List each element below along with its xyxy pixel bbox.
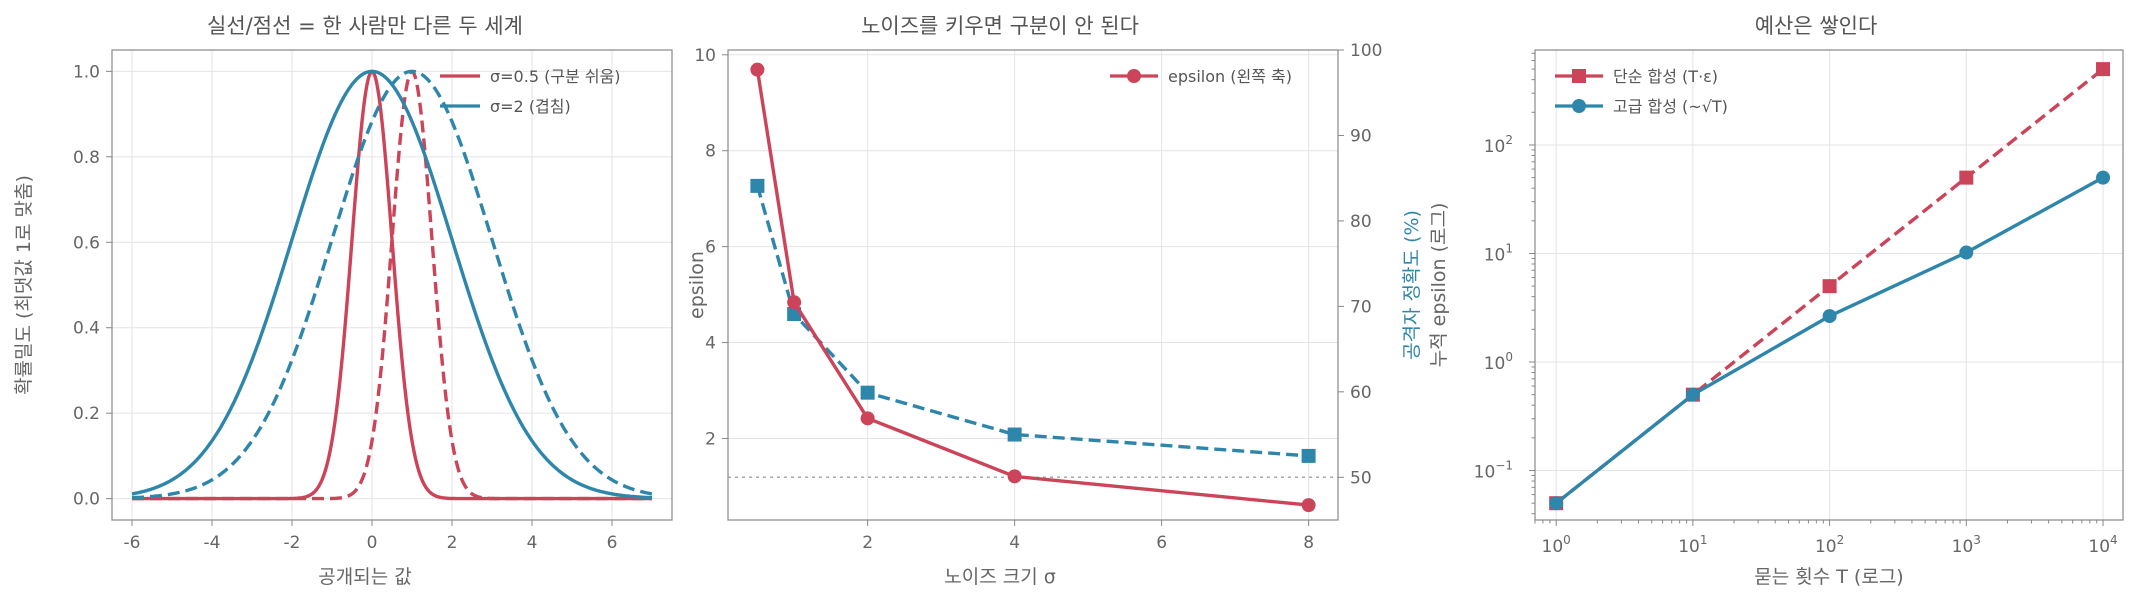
tick-label: 0.6: [73, 233, 100, 253]
plot-frame: [1534, 49, 2124, 521]
tick-label: 100: [1350, 41, 1382, 61]
chart-title: 예산은 쌓인다: [1755, 14, 1878, 38]
tick-label: -4: [204, 533, 221, 553]
series-line: [131, 69, 653, 501]
plot-frame: [111, 49, 673, 521]
panel-density: -6 -4 -2 0 2 4 6 0.0 0.2 0.4 0.6 0.8 1.0 실선/점선 = 한 사…: [13, 14, 673, 588]
chart-title: 실선/점선 = 한 사람만 다른 두 세계: [207, 14, 523, 38]
tick-label: 102: [1484, 133, 1513, 157]
data-point: [750, 62, 765, 77]
series-line: [131, 69, 653, 501]
y-axis-label: epsilon: [686, 251, 708, 319]
y-axis-label-right: 공격자 정확도 (%): [1401, 210, 1423, 360]
data-point: [750, 178, 765, 193]
data-point: [1959, 170, 1974, 185]
tick-label: 10−1: [1474, 459, 1513, 483]
tick-label: 80: [1350, 212, 1372, 232]
tick-label: 103: [1952, 533, 1981, 557]
tick-label: 8: [1303, 533, 1314, 553]
plot-frame: [727, 49, 1339, 521]
tick-label: 1.0: [73, 62, 100, 82]
tick-label: -6: [124, 533, 141, 553]
tick-label: 2: [862, 533, 873, 553]
tick-label: 0: [367, 533, 378, 553]
data-point: [1822, 279, 1837, 294]
legend-marker: [1127, 69, 1141, 83]
legend-label: 고급 합성 (~√T): [1613, 97, 1728, 116]
tick-label: 102: [1815, 533, 1844, 557]
data-point: [860, 385, 875, 400]
data-point: [1301, 498, 1316, 513]
data-point: [1007, 469, 1022, 484]
tick-label: 4: [1009, 533, 1020, 553]
data-point: [1959, 245, 1974, 260]
tick-label: 8: [705, 142, 716, 162]
data-point: [1007, 427, 1022, 442]
legend-label: σ=0.5 (구분 쉬움): [490, 67, 621, 86]
tick-label: 6: [1156, 533, 1167, 553]
legend-label: 단순 합성 (T·ε): [1613, 67, 1718, 86]
data-point: [1549, 496, 1564, 511]
tick-label: 100: [1484, 350, 1513, 374]
tick-label: 6: [607, 533, 618, 553]
tick-label: 4: [705, 334, 716, 354]
legend-label: epsilon (왼쪽 축): [1168, 67, 1292, 86]
legend-marker: [1572, 69, 1586, 83]
tick-label: 101: [1678, 533, 1707, 557]
legend-label: σ=2 (겹침): [490, 97, 571, 116]
panel-noise: 2 4 6 8 2 4 6 8 10 50 60 70 80 90 100 노이즈를 키우면 구분이 안 된…: [686, 14, 1423, 588]
tick-label: 2: [447, 533, 458, 553]
tick-label: 10: [694, 46, 716, 66]
data-point: [1301, 448, 1316, 463]
tick-label: 4: [527, 533, 538, 553]
y-axis-label: 누적 epsilon (로그): [1428, 203, 1450, 368]
x-axis-label: 노이즈 크기 σ: [944, 566, 1056, 588]
tick-label: 60: [1350, 383, 1372, 403]
tick-label: 100: [1542, 533, 1571, 557]
tick-label: 90: [1350, 126, 1372, 146]
legend: σ=0.5 (구분 쉬움) σ=2 (겹침): [440, 67, 621, 116]
series-line: [755, 69, 1309, 507]
x-axis-label: 묻는 횟수 T (로그): [1754, 566, 1903, 588]
legend: epsilon (왼쪽 축): [1110, 67, 1292, 86]
tick-label: 101: [1484, 241, 1513, 265]
panel-budget: 100 101 102 103 104 10−1 100 101 102 예산은 쌓인다 묻는 …: [1428, 14, 2124, 588]
tick-label: 0.2: [73, 404, 100, 424]
data-point: [2096, 62, 2111, 77]
legend-marker: [1572, 99, 1586, 113]
tick-label: 0.0: [73, 490, 100, 510]
tick-label: 6: [705, 238, 716, 258]
x-axis-label: 공개되는 값: [318, 566, 411, 588]
series-line: [131, 69, 653, 500]
tick-label: 50: [1350, 468, 1372, 488]
tick-label: 0.4: [73, 319, 100, 339]
tick-label: -2: [284, 533, 301, 553]
y-axis-label: 확률밀도 (최댓값 1로 맞춤): [13, 175, 35, 395]
data-point: [2096, 170, 2111, 185]
tick-label: 0.8: [73, 148, 100, 168]
tick-label: 2: [705, 429, 716, 449]
series-line: [755, 185, 1309, 458]
series-line: [131, 69, 653, 500]
tick-label: 104: [2088, 533, 2117, 557]
tick-label: 70: [1350, 297, 1372, 317]
data-point: [1685, 387, 1700, 402]
chart-title: 노이즈를 키우면 구분이 안 된다: [861, 14, 1139, 38]
data-point: [1822, 309, 1837, 324]
data-point: [787, 295, 802, 310]
legend: 단순 합성 (T·ε) 고급 합성 (~√T): [1555, 67, 1728, 116]
data-point: [860, 411, 875, 426]
